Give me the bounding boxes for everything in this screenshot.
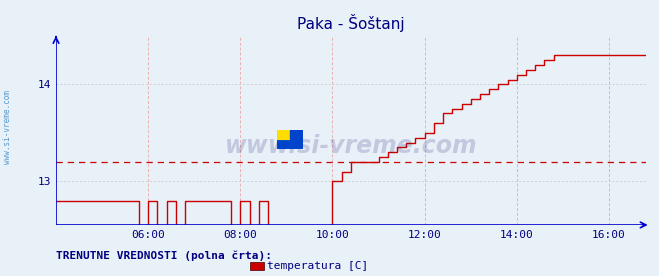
Bar [277, 139, 303, 149]
Text: TRENUTNE VREDNOSTI (polna črta):: TRENUTNE VREDNOSTI (polna črta): [56, 250, 272, 261]
Text: www.si-vreme.com: www.si-vreme.com [225, 134, 477, 158]
Title: Paka - Šoštanj: Paka - Šoštanj [297, 14, 405, 32]
Bar [277, 130, 290, 139]
Text: temperatura [C]: temperatura [C] [267, 261, 368, 270]
Bar [290, 130, 303, 139]
Polygon shape [277, 130, 290, 139]
Text: www.si-vreme.com: www.si-vreme.com [3, 90, 13, 164]
Polygon shape [290, 130, 303, 139]
